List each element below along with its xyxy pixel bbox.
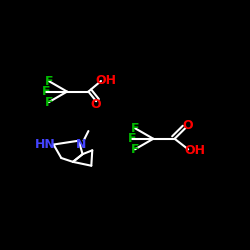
Text: F: F bbox=[131, 122, 139, 135]
Text: F: F bbox=[44, 74, 53, 88]
Text: OH: OH bbox=[95, 74, 116, 86]
Text: F: F bbox=[42, 85, 50, 98]
Text: O: O bbox=[182, 119, 192, 132]
Text: OH: OH bbox=[184, 144, 206, 157]
Text: F: F bbox=[128, 132, 136, 145]
Text: N: N bbox=[76, 138, 86, 151]
Text: O: O bbox=[91, 98, 102, 110]
Text: F: F bbox=[131, 143, 139, 156]
Text: HN: HN bbox=[34, 138, 55, 151]
Text: F: F bbox=[44, 96, 53, 109]
